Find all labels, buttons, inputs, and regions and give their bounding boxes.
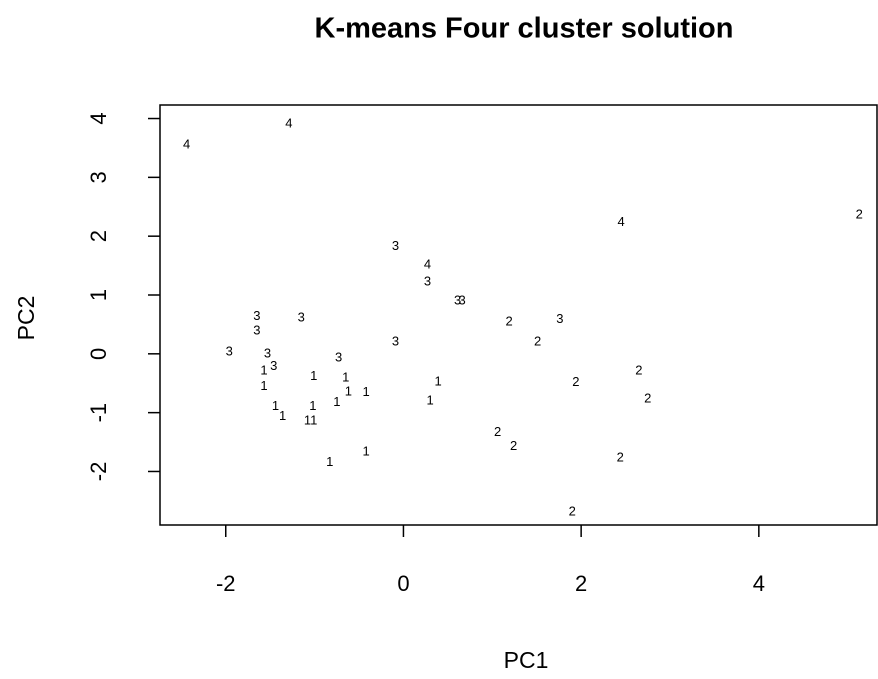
point-label: 4 <box>618 214 625 229</box>
point-label: 2 <box>856 206 863 221</box>
point-label: 3 <box>424 273 431 288</box>
y-tick-label: 3 <box>86 171 111 183</box>
y-axis-label: PC2 <box>13 296 39 341</box>
point-label: 2 <box>617 449 624 464</box>
point-label: 3 <box>253 322 260 337</box>
point-label: 2 <box>569 503 576 518</box>
x-tick-label: -2 <box>216 571 236 596</box>
point-label: 3 <box>392 238 399 253</box>
point-label: 1 <box>260 378 267 393</box>
x-tick-label: 2 <box>575 571 587 596</box>
point-label: 3 <box>392 333 399 348</box>
point-label: 1 <box>309 398 316 413</box>
point-label: 1 <box>434 373 441 388</box>
point-label: 3 <box>458 292 465 307</box>
chart-title: K-means Four cluster solution <box>315 13 734 45</box>
y-tick-label: 2 <box>86 230 111 242</box>
point-label: 2 <box>534 333 541 348</box>
x-tick-label: 0 <box>397 571 409 596</box>
point-label: 1 <box>310 412 317 427</box>
point-label: 1 <box>272 398 279 413</box>
x-axis-label: PC1 <box>504 647 549 673</box>
point-label: 2 <box>572 374 579 389</box>
point-label: 1 <box>260 362 267 377</box>
y-tick-label: 4 <box>86 112 111 124</box>
point-label: 1 <box>326 454 333 469</box>
point-label: 1 <box>426 392 433 407</box>
point-label: 3 <box>270 358 277 373</box>
point-label: 2 <box>506 313 513 328</box>
point-label: 4 <box>183 136 190 151</box>
point-label: 3 <box>298 309 305 324</box>
y-tick-label: -2 <box>86 462 111 482</box>
point-label: 3 <box>226 343 233 358</box>
point-label: 3 <box>264 345 271 360</box>
point-label: 1 <box>279 408 286 423</box>
point-label: 4 <box>424 256 431 271</box>
point-label: 2 <box>644 391 651 406</box>
y-tick-label: -1 <box>86 403 111 423</box>
point-label: 1 <box>304 412 311 427</box>
point-label: 2 <box>635 362 642 377</box>
y-tick-label: 1 <box>86 289 111 301</box>
point-label: 2 <box>494 424 501 439</box>
point-label: 4 <box>285 115 292 130</box>
point-label: 1 <box>363 384 370 399</box>
point-label: 1 <box>363 443 370 458</box>
point-label: 1 <box>333 394 340 409</box>
point-label: 3 <box>454 292 461 307</box>
y-tick-label: 0 <box>86 348 111 360</box>
point-label: 3 <box>556 311 563 326</box>
point-label: 1 <box>342 369 349 384</box>
point-label: 1 <box>345 383 352 398</box>
point-label: 2 <box>510 438 517 453</box>
plot-box <box>159 104 878 526</box>
point-label: 1 <box>310 368 317 383</box>
point-label: 3 <box>253 308 260 323</box>
x-tick-label: 4 <box>753 571 765 596</box>
point-label: 3 <box>335 349 342 364</box>
